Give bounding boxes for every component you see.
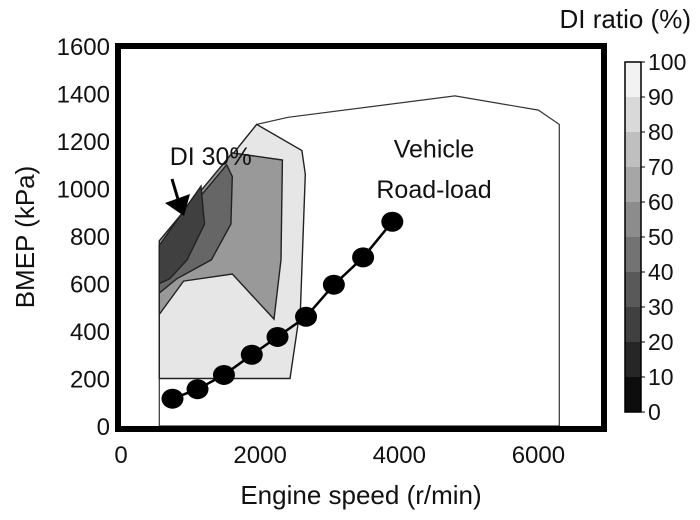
y-axis-ticks: 0 200 400 600 800 1000 1200 1400 1600 bbox=[57, 34, 110, 441]
road-load-point bbox=[295, 306, 318, 327]
colorbar-band bbox=[625, 167, 641, 202]
x-axis-label: Engine speed (r/min) bbox=[240, 480, 481, 510]
colorbar-band bbox=[625, 237, 641, 272]
colorbar-tick-label: 60 bbox=[648, 189, 674, 215]
road-load-series bbox=[161, 211, 404, 409]
colorbar-band bbox=[625, 62, 641, 97]
colorbar-band bbox=[625, 97, 641, 132]
colorbar-tick-label: 10 bbox=[648, 364, 674, 390]
colorbar-tick-label: 0 bbox=[648, 399, 661, 425]
road-load-point bbox=[240, 344, 263, 365]
y-tick-label: 600 bbox=[70, 272, 110, 299]
y-tick-label: 0 bbox=[97, 414, 110, 441]
road-load-point bbox=[161, 388, 184, 409]
colorbar-tick-label: 30 bbox=[648, 294, 674, 320]
road-load-point bbox=[266, 326, 289, 347]
annotation-label: DI 30% bbox=[170, 143, 252, 171]
x-tick-label: 6000 bbox=[512, 442, 565, 469]
road-load-point bbox=[186, 379, 209, 400]
colorbar-ticks: 0 10 20 30 40 50 60 70 80 90 100 bbox=[641, 49, 686, 425]
colorbar-tick-label: 20 bbox=[648, 329, 674, 355]
colorbar-band bbox=[625, 342, 641, 377]
x-tick-label: 2000 bbox=[233, 442, 286, 469]
colorbar-band bbox=[625, 377, 641, 412]
colorbar-tick-label: 100 bbox=[648, 49, 686, 75]
colorbar-band bbox=[625, 307, 641, 342]
contour-region-25 bbox=[158, 184, 206, 285]
annotations: DI 30% Vehicle Road-load bbox=[170, 136, 492, 204]
colorbar-band bbox=[625, 202, 641, 237]
plot-frame bbox=[115, 43, 607, 432]
colorbar-tick-label: 80 bbox=[648, 119, 674, 145]
y-axis-label: BMEP (kPa) bbox=[10, 166, 40, 309]
y-tick-label: 400 bbox=[70, 319, 110, 346]
road-load-point bbox=[212, 364, 235, 385]
road-load-point bbox=[381, 211, 404, 232]
colorbar-bands bbox=[625, 62, 641, 412]
di30-arrow-head bbox=[165, 194, 190, 216]
colorbar-tick-label: 50 bbox=[648, 224, 674, 250]
y-tick-label: 1600 bbox=[57, 34, 110, 61]
colorbar-tick-label: 90 bbox=[648, 84, 674, 110]
colorbar-tick-label: 70 bbox=[648, 154, 674, 180]
x-tick-label: 4000 bbox=[373, 442, 426, 469]
y-tick-label: 1200 bbox=[57, 129, 110, 156]
x-tick-label: 0 bbox=[114, 442, 127, 469]
colorbar-tick-label: 40 bbox=[648, 259, 674, 285]
annotation-label: Vehicle bbox=[394, 136, 475, 164]
colorbar-label: DI ratio (%) bbox=[560, 4, 691, 34]
road-load-point bbox=[352, 247, 375, 268]
annotation-label: Road-load bbox=[376, 176, 491, 204]
y-tick-label: 800 bbox=[70, 224, 110, 251]
y-tick-label: 1000 bbox=[57, 177, 110, 204]
colorbar-band bbox=[625, 272, 641, 307]
colorbar-band bbox=[625, 132, 641, 167]
y-tick-label: 1400 bbox=[57, 82, 110, 109]
y-tick-label: 200 bbox=[70, 367, 110, 394]
x-axis-ticks: 0 2000 4000 6000 bbox=[114, 442, 565, 469]
road-load-point bbox=[322, 274, 345, 295]
